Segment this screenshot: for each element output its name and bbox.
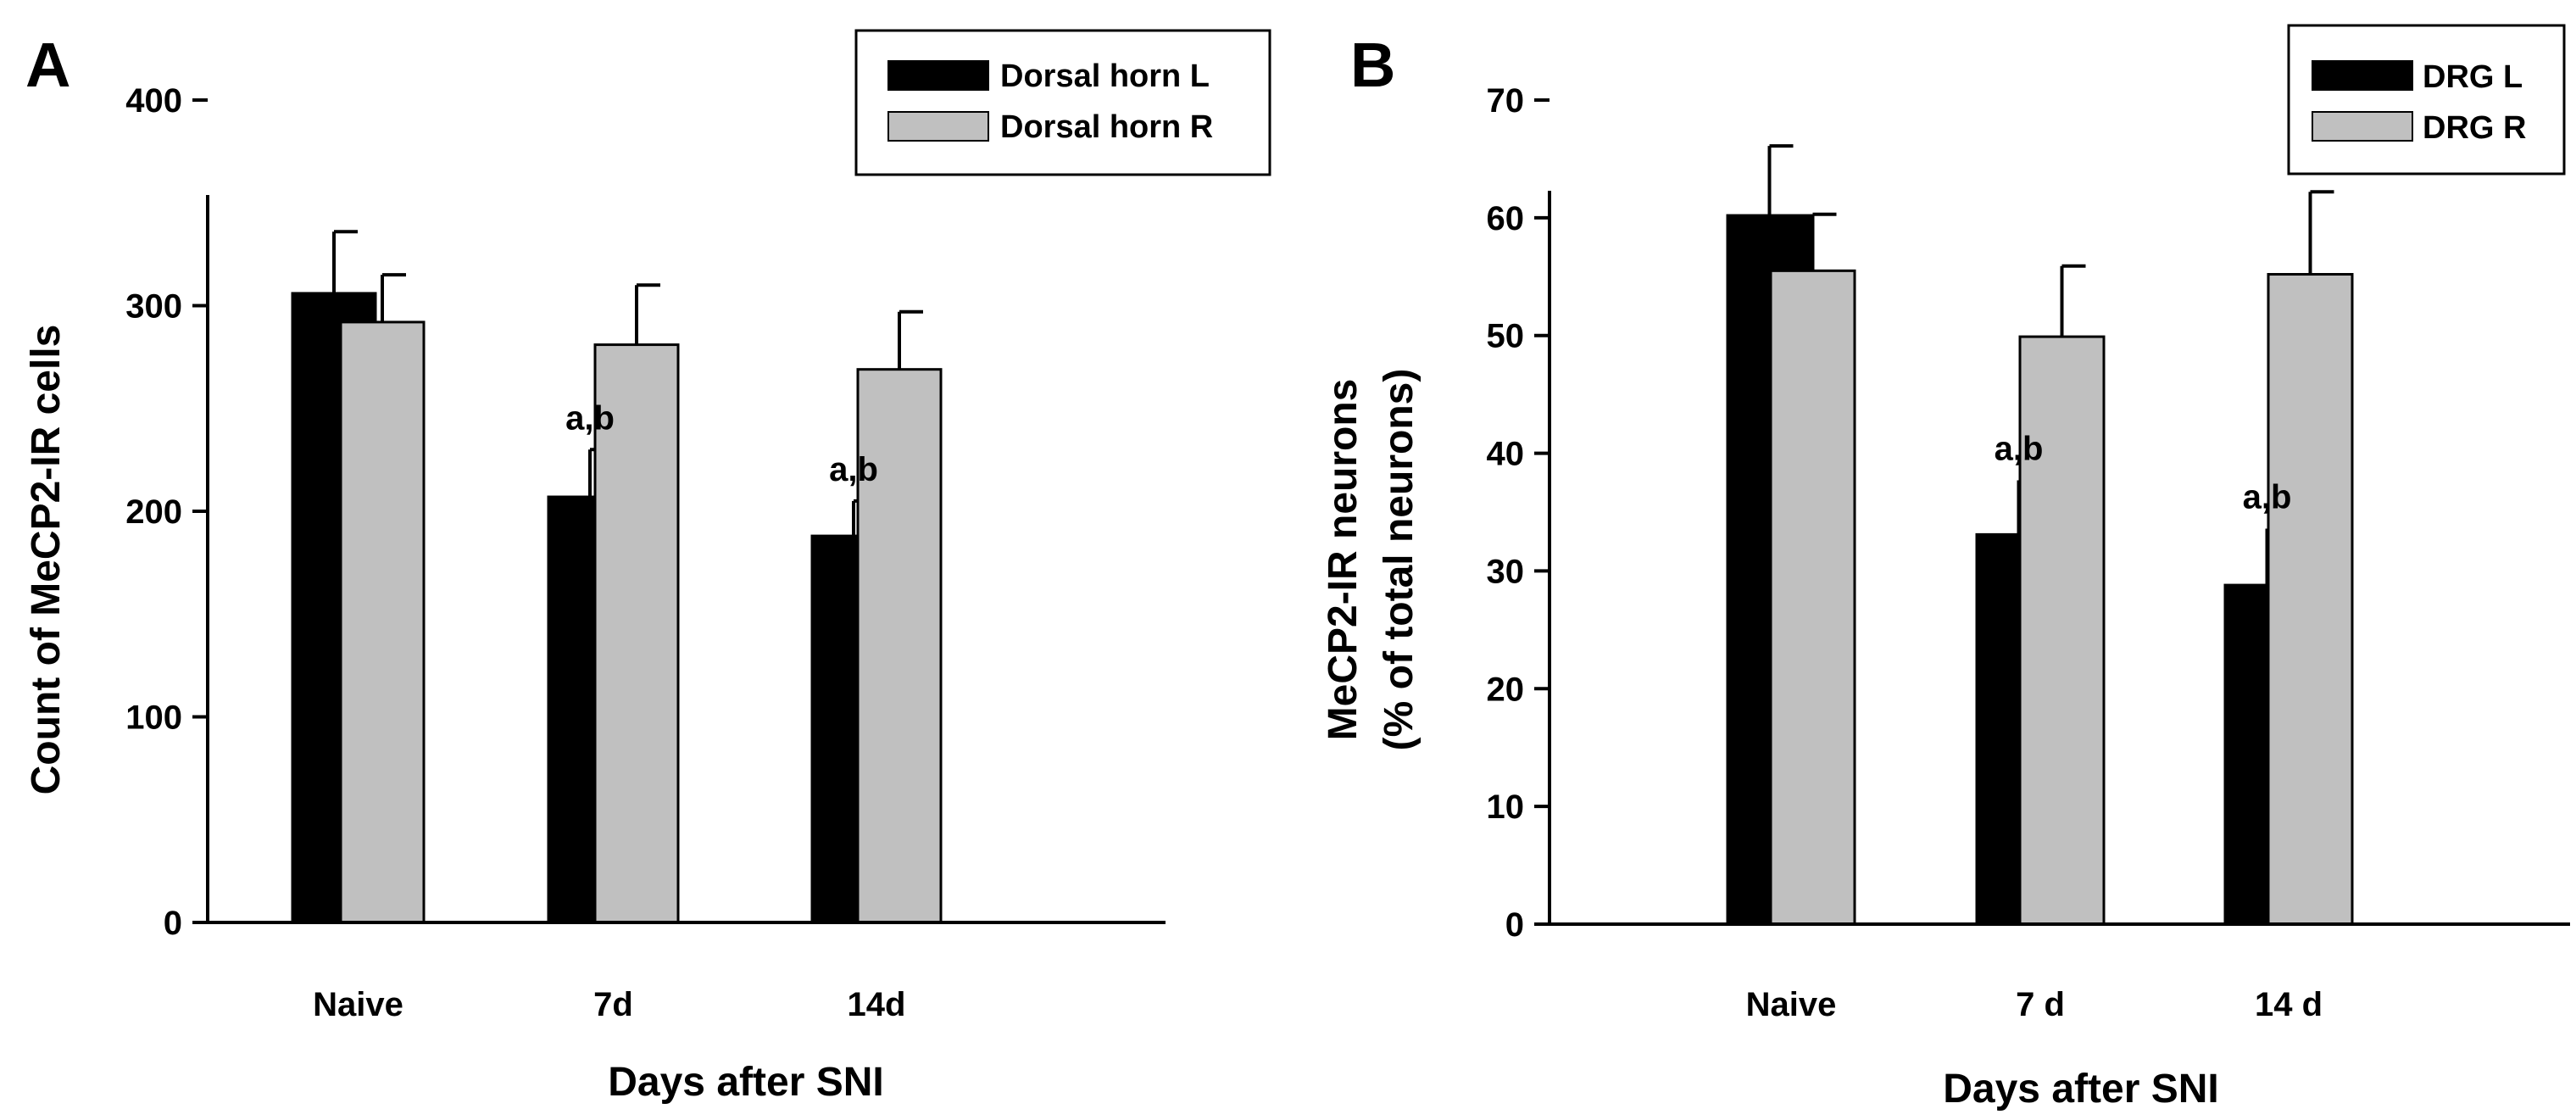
panel-a: A Dorsal horn L Dorsal horn R 0 100 200 300… bbox=[24, 29, 1271, 1105]
panel-b-y-tick-label: 40 bbox=[1487, 436, 1525, 473]
panel-b-y-tick-label: 10 bbox=[1487, 788, 1525, 826]
panel-b-y-axis-label: MeCP2-IR neurons bbox=[1321, 379, 1366, 741]
panel-a-y-tick-label: 100 bbox=[125, 699, 182, 737]
legend-label-drg-r: DRG R bbox=[2423, 110, 2526, 146]
panel-a-y-tick-label: 200 bbox=[125, 493, 182, 531]
panel-b-x-axis-label: Days after SNI bbox=[1943, 1067, 2218, 1112]
panel-b-y-ticks: 0 10 20 30 40 50 60 70 bbox=[1487, 82, 1549, 944]
bar-drg-r-naive bbox=[1769, 269, 1856, 926]
annotation-14-d: a,b bbox=[2243, 478, 2292, 515]
panel-a-y-tick-label: 400 bbox=[125, 82, 182, 120]
panel-b-y-tick-label: 20 bbox=[1487, 671, 1525, 708]
annotation-14d: a,b bbox=[829, 451, 878, 488]
annotation-7d: a,b bbox=[565, 399, 615, 437]
x-tick-label-naive: Naive bbox=[313, 986, 403, 1023]
legend-swatch-dorsal-horn-r bbox=[887, 111, 989, 142]
x-tick-label-7-d: 7 d bbox=[2016, 986, 2065, 1023]
panel-a-x-axis-label: Days after SNI bbox=[608, 1060, 883, 1105]
panel-a-legend-box bbox=[854, 29, 1271, 176]
panel-b-y-tick-label: 0 bbox=[1505, 906, 1524, 944]
panel-a-label: A bbox=[25, 30, 70, 100]
bar-dorsal-horn-r-7d bbox=[593, 343, 680, 924]
panel-a-x-tick-labels: Naive 7d 14d bbox=[313, 986, 905, 1023]
panel-b-x-tick-labels: Naive 7 d 14 d bbox=[1746, 986, 2323, 1023]
x-tick-label-14-d: 14 d bbox=[2255, 986, 2323, 1023]
panel-b-y-tick-label: 60 bbox=[1487, 200, 1525, 237]
bar-drg-r-7-d bbox=[2018, 335, 2106, 926]
panel-b-label: B bbox=[1350, 30, 1395, 100]
legend-swatch-drg-r bbox=[2312, 111, 2413, 142]
panel-b: B DRG L DRG R 0 10 20 30 40 50 60 70 a,b a,b Nai… bbox=[1321, 24, 2570, 1112]
panel-a-y-tick-label: 0 bbox=[164, 905, 182, 942]
x-tick-label-naive: Naive bbox=[1746, 986, 1837, 1023]
bar-dorsal-horn-r-14d bbox=[856, 368, 943, 924]
bar-dorsal-horn-r-naive bbox=[339, 320, 426, 924]
legend-swatch-drg-l bbox=[2312, 60, 2413, 91]
x-tick-label-14d: 14d bbox=[848, 986, 906, 1023]
panel-b-y-tick-label: 50 bbox=[1487, 318, 1525, 355]
panel-a-legend: Dorsal horn L Dorsal horn R bbox=[854, 29, 1271, 176]
bar-drg-r-14-d bbox=[2267, 273, 2354, 926]
x-tick-label-7d: 7d bbox=[593, 986, 633, 1023]
panel-b-y-tick-label: 30 bbox=[1487, 553, 1525, 590]
panel-b-y-tick-label: 70 bbox=[1487, 82, 1525, 120]
panel-b-bars: a,b a,b bbox=[1726, 144, 2354, 926]
panel-a-y-axis-label: Count of MeCP2-IR cells bbox=[24, 325, 69, 795]
panel-a-y-ticks: 0 100 200 300 400 bbox=[125, 82, 208, 942]
legend-label-drg-l: DRG L bbox=[2423, 59, 2523, 95]
legend-label-dorsal-horn-r: Dorsal horn R bbox=[1000, 109, 1213, 145]
panel-a-y-tick-label: 300 bbox=[125, 288, 182, 326]
panel-a-bars: a,b a,b bbox=[291, 230, 943, 924]
legend-label-dorsal-horn-l: Dorsal horn L bbox=[1000, 59, 1210, 94]
panel-b-legend-box bbox=[2287, 24, 2566, 176]
panel-b-legend: DRG L DRG R bbox=[2287, 24, 2566, 176]
panel-b-y-axis-label-line2: (% of total neurons) bbox=[1377, 369, 1422, 751]
annotation-7-d: a,b bbox=[1995, 431, 2044, 468]
legend-swatch-dorsal-horn-l bbox=[887, 60, 989, 91]
